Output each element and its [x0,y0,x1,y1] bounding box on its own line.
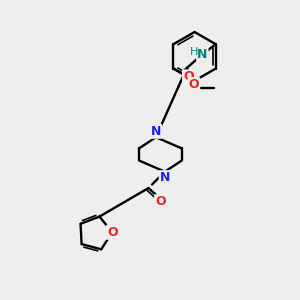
Text: N: N [151,125,161,138]
Text: O: O [155,195,166,208]
Text: O: O [107,226,118,239]
Text: O: O [183,70,194,83]
Text: N: N [197,48,208,61]
Text: O: O [189,78,199,91]
Text: H: H [190,47,199,57]
Text: N: N [160,171,170,184]
